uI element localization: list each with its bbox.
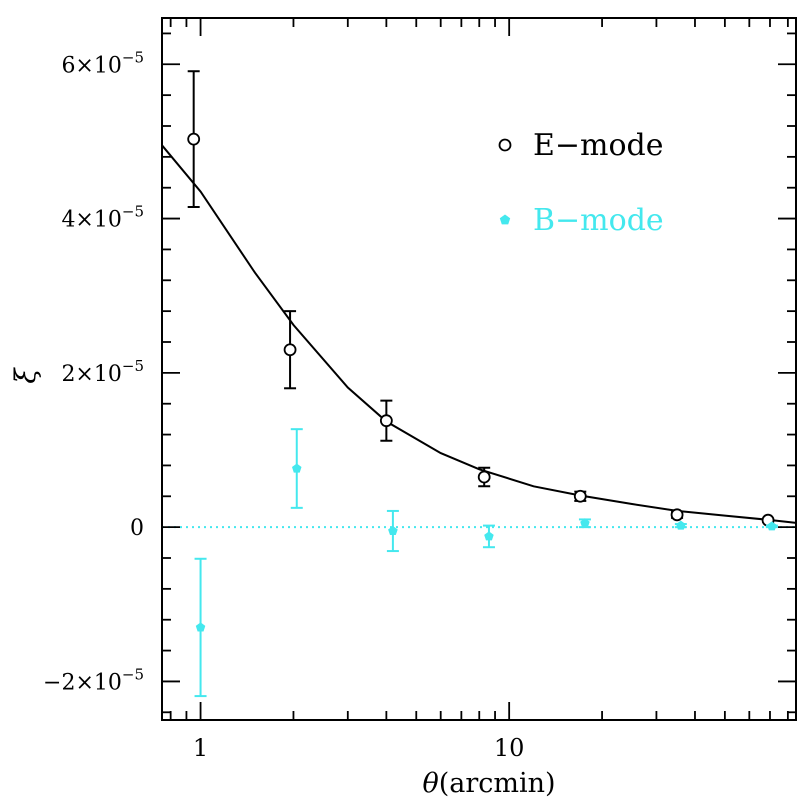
e-mode-marker [379, 414, 393, 428]
model-curve-layer [161, 144, 797, 524]
axes: 1 10 6×10−5 4×10−5 2×10−5 0 −2×10−5 θ(arcmin) ξ [9, 17, 797, 799]
e-mode-point [761, 513, 775, 527]
b-mode-marker [484, 531, 494, 541]
y-tick-label: 4×10−5 [61, 203, 144, 233]
y-tick-label: −2×10−5 [43, 665, 144, 695]
e-mode-point [477, 466, 491, 488]
e-mode-point [379, 399, 393, 442]
b-mode-point [386, 509, 399, 553]
model-curve [161, 144, 797, 524]
b-mode-marker [767, 521, 777, 531]
e-mode-marker [187, 132, 201, 146]
plot-frame [161, 17, 797, 721]
legend-label: E−mode [533, 128, 664, 163]
legend-e-mode-marker [498, 138, 512, 152]
e-mode-point [187, 70, 201, 208]
b-mode-marker [292, 463, 302, 473]
e-mode-marker [283, 343, 297, 357]
e-mode-point [283, 310, 297, 390]
x-tick-label: 1 [193, 734, 208, 762]
y-tick-label: 0 [130, 516, 144, 541]
x-axis-label: θ(arcmin) [422, 768, 555, 799]
legend: E−mode B−mode [498, 128, 664, 238]
b-mode-point [194, 557, 207, 698]
b-mode-point [482, 524, 495, 549]
b-mode-point [578, 518, 591, 529]
e-mode-marker [573, 489, 587, 503]
b-mode-point [765, 521, 778, 531]
e-mode-marker [477, 470, 491, 484]
y-axis-label: ξ [9, 367, 42, 384]
b-mode-marker [388, 526, 398, 535]
b-mode-marker [580, 518, 590, 528]
legend-label: B−mode [533, 203, 664, 238]
data-points-layer [187, 70, 778, 698]
b-mode-point [674, 520, 687, 530]
b-mode-point [290, 428, 303, 509]
e-mode-point [573, 489, 587, 503]
legend-b-mode-marker [499, 214, 511, 225]
x-tick-label: 10 [494, 734, 525, 762]
e-mode-marker [670, 508, 684, 522]
b-mode-marker [195, 622, 206, 632]
b-mode-marker [676, 520, 686, 530]
y-tick-label: 2×10−5 [61, 357, 144, 387]
e-mode-point [670, 508, 684, 522]
y-tick-label: 6×10−5 [61, 48, 144, 78]
